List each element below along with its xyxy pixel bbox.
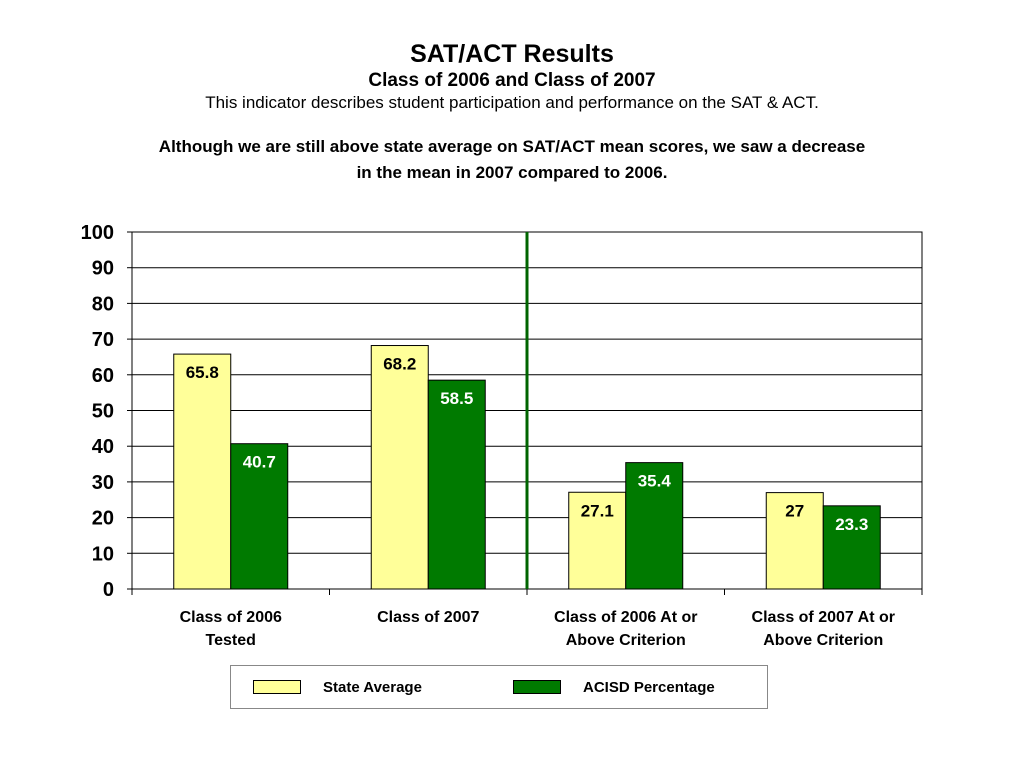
bar <box>427 379 486 590</box>
chart-legend: State Average ACISD Percentage <box>230 665 768 709</box>
bar <box>822 505 881 590</box>
chart-note-line-2: in the mean in 2007 compared to 2006. <box>356 163 668 182</box>
y-tick-label: 70 <box>92 329 114 351</box>
data-label: 40.7 <box>243 453 276 472</box>
chart-note-line-1: Although we are still above state averag… <box>158 137 866 156</box>
y-tick-label: 90 <box>92 258 114 280</box>
bar <box>370 345 429 590</box>
chart-description: This indicator describes student partici… <box>205 93 819 112</box>
data-label: 27.1 <box>581 501 614 520</box>
data-label: 58.5 <box>440 389 473 408</box>
legend-item-state-average: State Average <box>253 666 422 708</box>
legend-swatch-acisd-percentage <box>513 680 561 694</box>
data-label: 68.2 <box>383 355 416 374</box>
x-tick-label: Above Criterion <box>566 632 686 649</box>
legend-item-acisd-percentage: ACISD Percentage <box>513 666 715 708</box>
legend-label-acisd-percentage: ACISD Percentage <box>583 678 715 696</box>
x-tick-label: Class of 2006 <box>180 609 282 626</box>
chart-subtitle: Class of 2006 and Class of 2007 <box>368 70 656 91</box>
x-tick-label: Class of 2006 At or <box>554 609 697 626</box>
y-tick-label: 60 <box>92 365 114 387</box>
x-tick-label: Class of 2007 At or <box>752 609 895 626</box>
bar <box>625 462 684 590</box>
chart-title: SAT/ACT Results <box>410 40 614 68</box>
x-tick-label: Above Criterion <box>763 632 883 649</box>
y-tick-label: 40 <box>92 436 114 458</box>
bar <box>765 492 824 590</box>
y-tick-label: 80 <box>92 293 114 315</box>
y-tick-label: 20 <box>92 508 114 530</box>
data-label: 35.4 <box>638 472 672 491</box>
chart-note: Although we are still above state averag… <box>0 134 1024 186</box>
legend-label-state-average: State Average <box>323 678 422 696</box>
bar <box>568 491 627 590</box>
data-label: 27 <box>785 502 804 521</box>
x-tick-label: Tested <box>206 632 256 649</box>
y-tick-label: 10 <box>92 543 114 565</box>
data-label: 23.3 <box>835 515 868 534</box>
legend-swatch-state-average <box>253 680 301 694</box>
bar-chart: 0 10 20 30 40 50 60 70 80 90 100 65.8 40.7 Class of 2… <box>81 222 923 649</box>
x-tick-label: Class of 2007 <box>377 609 479 626</box>
y-tick-label: 0 <box>103 579 114 601</box>
y-tick-label: 50 <box>92 401 114 423</box>
bar <box>230 443 289 590</box>
y-tick-label: 100 <box>81 222 114 244</box>
data-label: 65.8 <box>186 363 219 382</box>
y-tick-label: 30 <box>92 472 114 494</box>
bar <box>173 353 232 590</box>
chart-header: SAT/ACT Results Class of 2006 and Class … <box>0 38 1024 186</box>
